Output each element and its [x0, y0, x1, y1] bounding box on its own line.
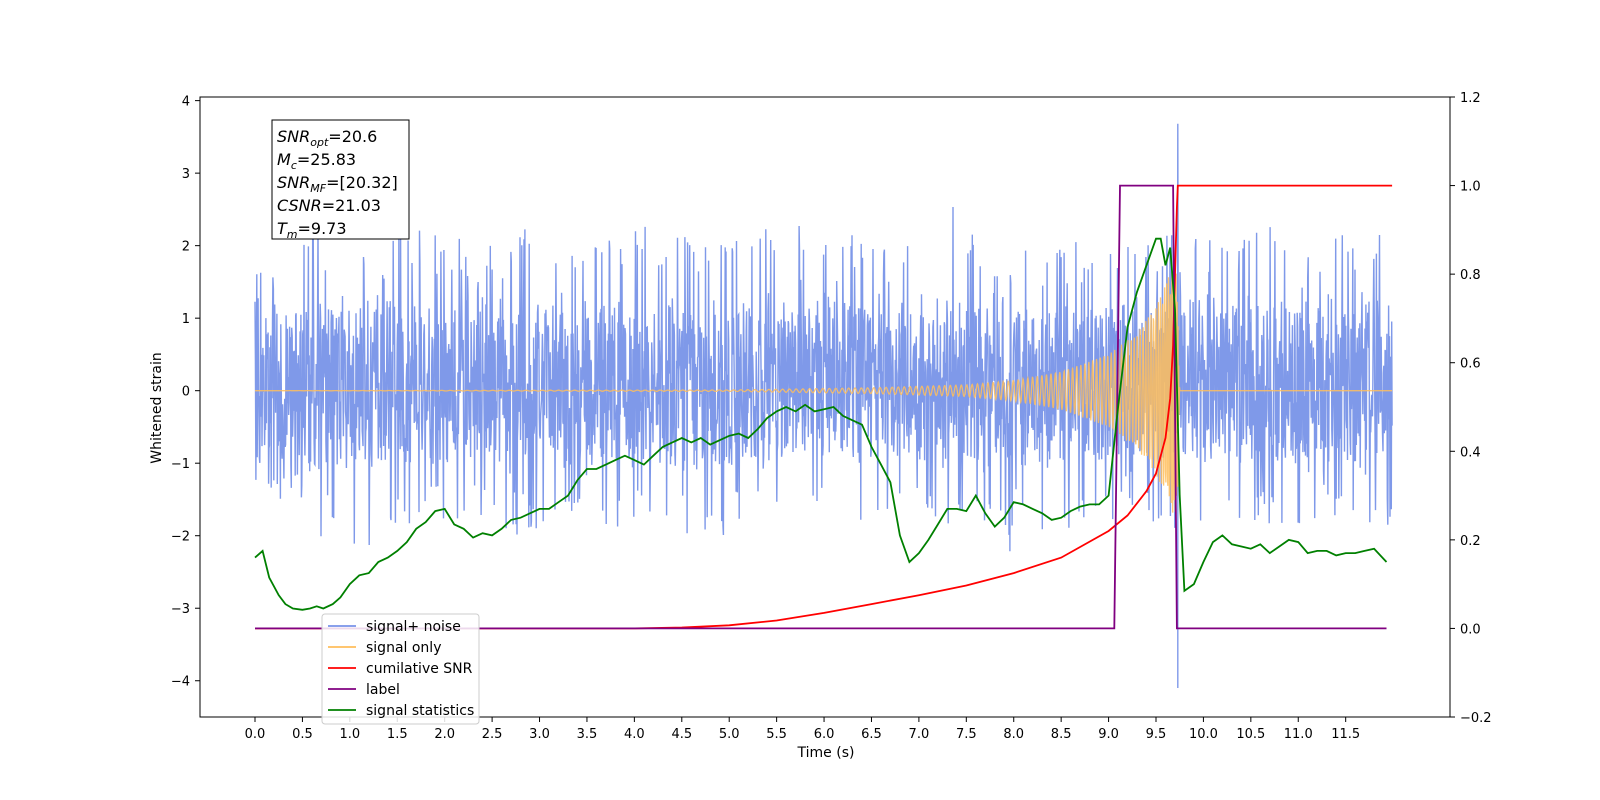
- legend-label: signal only: [366, 640, 441, 656]
- x-tick-label: 6.5: [861, 727, 882, 742]
- legend-label: label: [366, 682, 400, 698]
- x-tick-label: 10.5: [1236, 727, 1265, 742]
- y-left-tick-label: −1: [171, 457, 190, 472]
- axes-frame: [199, 96, 1451, 718]
- axes: 0.0 0.5 1.0 1.5 2.0 2.5 3.0 3.5 4.0 4.5 5.0 5.5 6.0 6…: [171, 91, 1492, 742]
- x-tick-label: 2.5: [482, 727, 503, 742]
- x-tick-label: 4.5: [671, 727, 692, 742]
- x-tick-label: 8.0: [1003, 727, 1024, 742]
- y-right-tick-label: 1.2: [1460, 91, 1481, 106]
- series-signal-only-line: [255, 270, 1393, 513]
- legend-label: cumilative SNR: [366, 661, 473, 677]
- x-tick-label: 9.5: [1146, 727, 1167, 742]
- x-tick-label: 11.5: [1331, 727, 1360, 742]
- x-tick-label: 10.0: [1189, 727, 1218, 742]
- x-tick-label: 7.5: [956, 727, 977, 742]
- x-tick-label: 0.0: [245, 727, 266, 742]
- y-right-tick-label: 0.8: [1460, 268, 1481, 283]
- y-left-tick-label: 1: [182, 312, 190, 327]
- x-tick-label: 6.0: [814, 727, 835, 742]
- legend-label: signal+ noise: [366, 619, 461, 635]
- y-left-tick-label: 3: [182, 167, 190, 182]
- y-right-tick-label: −0.2: [1460, 711, 1492, 726]
- legend-label: signal statistics: [366, 703, 474, 719]
- y-axis-label: Whitened strain: [149, 352, 165, 463]
- y-right-tick-label: 0.6: [1460, 357, 1481, 372]
- x-tick-label: 8.5: [1051, 727, 1072, 742]
- x-tick-label: 2.0: [434, 727, 455, 742]
- stats-annotation-line: Tm=9.73: [277, 219, 347, 241]
- stats-annotation-box: SNRopt=20.6Mc=25.83SNRMF=[20.32]CSNR=21.…: [271, 119, 410, 241]
- series-label-line: [255, 184, 1387, 630]
- y-left-tick-label: −4: [171, 675, 190, 690]
- stats-annotation-line: SNRMF=[20.32]: [277, 173, 398, 195]
- stats-annotation-frame: [271, 119, 410, 240]
- x-tick-label: 4.0: [624, 727, 645, 742]
- x-tick-label: 3.5: [577, 727, 598, 742]
- y-right-tick-label: 0.0: [1460, 622, 1481, 637]
- y-left-tick-label: 4: [182, 95, 190, 110]
- y-left-tick-label: −3: [171, 602, 190, 617]
- series-signal-statistics-line: [254, 237, 1388, 611]
- stats-annotation-line: Mc=25.83: [277, 150, 356, 172]
- x-tick-label: 1.0: [340, 727, 361, 742]
- x-tick-label: 7.0: [909, 727, 930, 742]
- x-tick-label: 5.5: [766, 727, 787, 742]
- series-signal-noise-line: [254, 123, 1393, 688]
- x-tick-label: 9.0: [1098, 727, 1119, 742]
- y-right-tick-label: 0.4: [1460, 445, 1481, 460]
- x-tick-label: 3.0: [529, 727, 550, 742]
- y-left-tick-label: 2: [182, 240, 190, 255]
- plot-area: [254, 123, 1393, 688]
- y-left-tick-label: 0: [182, 385, 190, 400]
- y-left-tick-label: −2: [171, 530, 190, 545]
- legend: signal+ noise signal only cumilative SNR la…: [321, 613, 480, 725]
- x-axis-label: Time (s): [797, 745, 855, 761]
- legend-frame: [321, 613, 480, 725]
- y-right-tick-label: 0.2: [1460, 534, 1481, 549]
- x-tick-label: 5.0: [719, 727, 740, 742]
- stats-annotation-line: CSNR=21.03: [277, 196, 381, 215]
- x-tick-label: 1.5: [387, 727, 408, 742]
- stats-annotation-line: SNRopt=20.6: [277, 127, 377, 149]
- y-right-tick-label: 1.0: [1460, 180, 1481, 195]
- x-tick-label: 11.0: [1284, 727, 1313, 742]
- x-tick-label: 0.5: [292, 727, 313, 742]
